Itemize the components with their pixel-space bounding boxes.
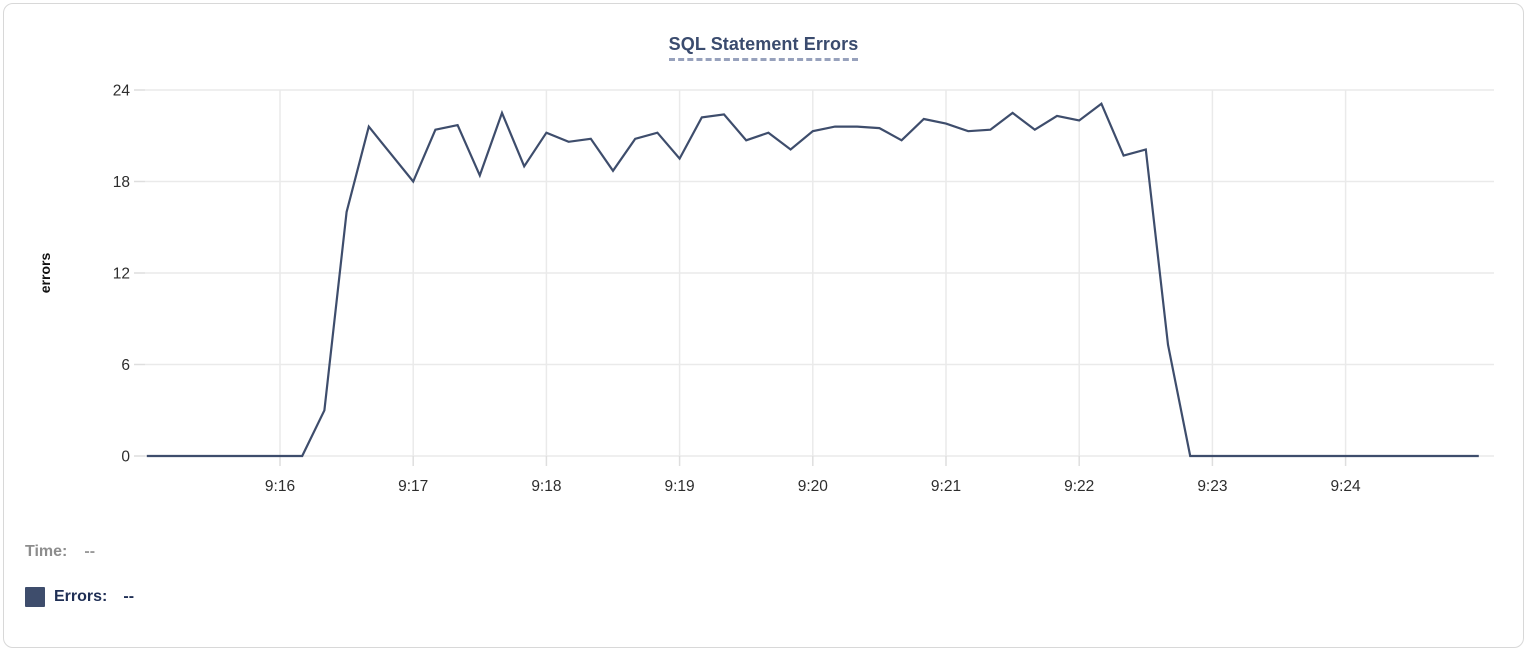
time-readout-row: Time: -- <box>25 543 95 561</box>
errors-legend-item[interactable]: Errors: -- <box>25 587 134 607</box>
x-tick-label: 9:19 <box>665 478 695 495</box>
x-tick-label: 9:16 <box>265 478 295 495</box>
y-axis-title: errors <box>37 253 53 294</box>
time-readout-value: -- <box>84 543 96 560</box>
y-tick-label: 12 <box>113 266 130 283</box>
x-tick-label: 9:21 <box>931 478 961 495</box>
errors-series-line <box>146 101 1479 458</box>
errors-series-swatch-icon <box>25 587 45 607</box>
x-tick-label: 9:20 <box>798 478 829 495</box>
chart-card: SQL Statement Errors 0 6 12 18 24 9:16 9:17 9:1… <box>3 3 1524 648</box>
errors-line-chart[interactable]: 0 6 12 18 24 9:16 9:17 9:18 9:19 9:20 9:21 9:22 9:23… <box>4 4 1528 516</box>
x-tick-label: 9:17 <box>398 478 428 495</box>
time-readout-label: Time: <box>25 543 68 560</box>
errors-readout-label: Errors: <box>54 588 108 605</box>
chart-header: SQL Statement Errors <box>4 34 1523 61</box>
y-tick-label: 24 <box>113 83 131 100</box>
x-tick-label: 9:23 <box>1197 478 1227 495</box>
x-tick-label: 9:18 <box>531 478 561 495</box>
chart-title[interactable]: SQL Statement Errors <box>668 34 859 61</box>
y-tick-label: 0 <box>121 449 130 466</box>
errors-readout-value: -- <box>123 588 135 605</box>
y-tick-label: 18 <box>113 174 130 191</box>
x-tick-label: 9:24 <box>1331 478 1362 495</box>
y-tick-label: 6 <box>121 357 130 374</box>
x-tick-label: 9:22 <box>1064 478 1094 495</box>
